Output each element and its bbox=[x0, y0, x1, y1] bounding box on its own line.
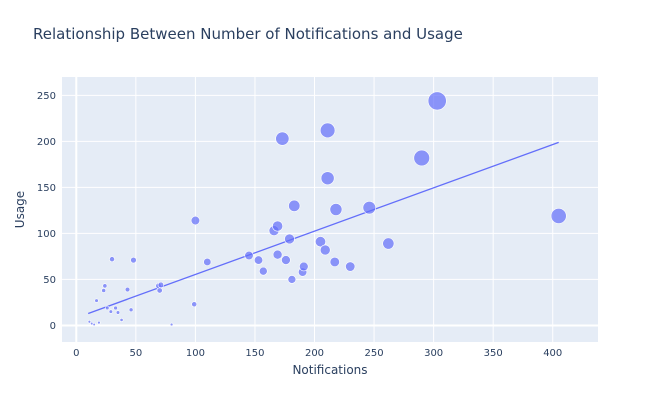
scatter-point bbox=[314, 236, 326, 248]
gridlines bbox=[62, 77, 598, 342]
scatter-point bbox=[319, 122, 336, 139]
scatter-point bbox=[299, 261, 309, 272]
x-tick-label: 200 bbox=[305, 348, 324, 359]
x-tick-label: 400 bbox=[543, 348, 562, 359]
scatter-point bbox=[275, 131, 290, 146]
scatter-point bbox=[156, 287, 163, 294]
y-tick-label: 50 bbox=[43, 275, 56, 286]
y-axis-title: Usage bbox=[13, 191, 27, 228]
trendline-layer bbox=[87, 141, 559, 315]
scatter-point bbox=[281, 255, 291, 265]
scatter-point bbox=[130, 256, 137, 264]
y-tick-label: 0 bbox=[50, 321, 56, 332]
scatter-point bbox=[128, 307, 134, 313]
scatter-point bbox=[287, 275, 297, 284]
scatter-point bbox=[345, 261, 356, 272]
y-tick-label: 250 bbox=[37, 91, 56, 102]
x-tick-label: 50 bbox=[129, 348, 142, 359]
scatter-point bbox=[119, 317, 124, 322]
scatter-point bbox=[362, 200, 376, 215]
chart-title: Relationship Between Number of Notificat… bbox=[33, 25, 463, 43]
scatter-point bbox=[253, 255, 264, 265]
scatter-points bbox=[87, 91, 567, 327]
tick-labels: 0 50 100 150 200 250 300 350 400 0 50 100 150 200 250 bbox=[37, 91, 562, 359]
scatter-point bbox=[102, 283, 108, 289]
scatter-point bbox=[97, 320, 101, 325]
scatter-point bbox=[284, 233, 295, 245]
scatter-point bbox=[272, 220, 284, 232]
scatter-point bbox=[124, 286, 131, 293]
y-tick-label: 150 bbox=[37, 183, 56, 194]
x-tick-label: 350 bbox=[484, 348, 503, 359]
scatter-point bbox=[169, 322, 174, 327]
scatter-point bbox=[94, 298, 99, 303]
scatter-point bbox=[272, 249, 283, 260]
y-tick-label: 100 bbox=[37, 229, 56, 240]
scatter-point bbox=[319, 244, 331, 256]
scatter-point bbox=[190, 215, 201, 226]
scatter-point bbox=[87, 320, 92, 324]
scatter-point bbox=[105, 305, 110, 311]
x-tick-label: 0 bbox=[73, 348, 79, 359]
x-tick-label: 300 bbox=[424, 348, 443, 359]
x-tick-label: 100 bbox=[186, 348, 205, 359]
scatter-point bbox=[258, 266, 268, 276]
trendline bbox=[87, 141, 559, 315]
scatter-point bbox=[550, 208, 567, 224]
scatter-point bbox=[320, 171, 335, 186]
scatter-point bbox=[288, 199, 301, 212]
y-tick-label: 200 bbox=[37, 137, 56, 148]
scatter-point bbox=[108, 309, 113, 314]
scatter-point bbox=[329, 203, 343, 216]
scatter-point bbox=[113, 305, 118, 311]
scatter-point bbox=[191, 301, 198, 308]
scatter-point bbox=[101, 288, 107, 293]
scatter-point bbox=[329, 256, 340, 268]
scatter-point bbox=[157, 281, 164, 289]
scatter-point bbox=[427, 91, 447, 111]
x-axis-title: Notifications bbox=[292, 363, 367, 377]
scatter-point bbox=[203, 257, 212, 266]
x-tick-label: 250 bbox=[365, 348, 384, 359]
x-tick-label: 150 bbox=[245, 348, 264, 359]
scatter-point bbox=[413, 149, 430, 167]
scatter-point bbox=[92, 322, 96, 327]
scatter-point bbox=[382, 237, 395, 250]
scatter-point bbox=[115, 310, 121, 315]
scatter-point bbox=[109, 256, 115, 263]
scatter-point bbox=[244, 250, 254, 261]
